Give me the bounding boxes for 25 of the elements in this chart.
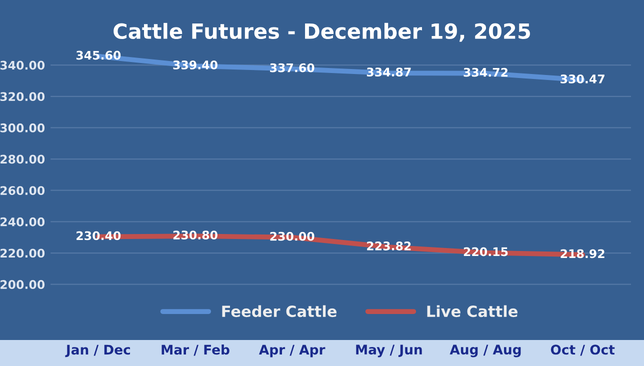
x-tick-label: Jan / Dec [65, 344, 130, 358]
legend-label: Live Cattle [427, 305, 518, 318]
data-label: 230.40 [76, 231, 121, 240]
data-label: 334.72 [464, 68, 508, 77]
x-tick-label: Apr / Apr [258, 344, 326, 358]
y-tick-label: 260.00 [0, 186, 45, 196]
data-label: 330.47 [560, 74, 604, 84]
data-label: 230.00 [270, 232, 314, 241]
data-label: 334.87 [366, 68, 411, 77]
x-tick-label: Oct / Oct [550, 344, 615, 356]
data-label: 345.60 [76, 50, 121, 60]
x-tick-label: May / Jun [356, 344, 422, 358]
x-tick-label: Mar / Feb [162, 344, 230, 356]
y-tick-label: 200.00 [0, 280, 45, 289]
chart-title: Cattle Futures - December 19, 2025 [114, 22, 530, 42]
legend-label: Feeder Cattle [222, 305, 337, 318]
x-tick-label: Aug / Aug [450, 344, 521, 358]
y-tick-label: 280.00 [0, 154, 45, 164]
y-tick-label: 240.00 [0, 217, 45, 226]
y-tick-label: 220.00 [0, 248, 45, 258]
data-label: 337.60 [270, 63, 314, 72]
y-tick-label: 320.00 [0, 92, 45, 102]
y-tick-label: 340.00 [0, 60, 45, 70]
y-tick-label: 300.00 [0, 123, 45, 132]
data-label: 339.40 [173, 60, 218, 70]
